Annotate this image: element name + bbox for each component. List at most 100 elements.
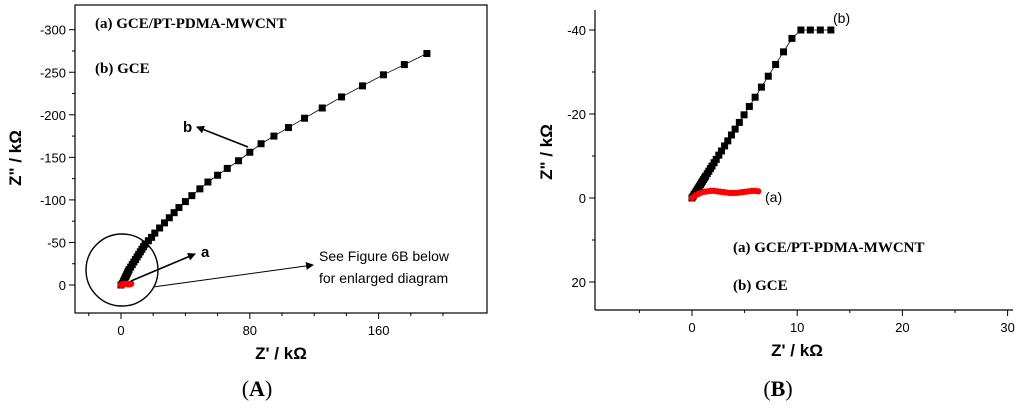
point-a-b-25 <box>165 214 173 222</box>
point-a-b-37 <box>270 132 278 140</box>
y-tick-label-a-4: -100 <box>40 193 66 208</box>
point-b-b-36 <box>806 26 814 34</box>
legend-line-b-1: (a) GCE/PT-PDMA-MWCNT <box>733 240 925 256</box>
point-a-b-45 <box>423 50 431 58</box>
point-b-b-26 <box>735 118 743 126</box>
annotation-b-a: b <box>183 119 192 136</box>
panel-label-b-close: ) <box>785 376 792 401</box>
x-tick-label-b-3: 30 <box>1000 320 1014 335</box>
point-a-b-41 <box>338 93 346 101</box>
point-b-a-21 <box>755 188 762 195</box>
arrow-b <box>196 125 249 148</box>
annotation-see-figure-1: See Figure 6B below <box>319 248 450 264</box>
series-group-b <box>688 26 835 202</box>
y-tick-label-a-5: -50 <box>47 235 66 250</box>
point-a-b-43 <box>379 71 387 79</box>
x-tick-label-b-1: 10 <box>790 320 804 335</box>
point-b-b-37 <box>816 26 824 34</box>
point-a-b-22 <box>151 229 159 237</box>
arrow-a <box>130 253 196 282</box>
legend-line-a-1: (a) GCE/PT-PDMA-MWCNT <box>95 16 287 32</box>
y-tick-label-b-1: -20 <box>567 107 586 122</box>
point-a-b-38 <box>284 124 292 132</box>
x-tick-label-a-0: 0 <box>117 323 124 338</box>
point-b-b-19 <box>712 155 720 163</box>
plot-frame-a <box>74 4 488 314</box>
point-b-b-35 <box>797 26 805 34</box>
point-a-b-34 <box>235 157 243 165</box>
panel-label-a: (A) <box>242 376 273 401</box>
y-tick-label-a-6: 0 <box>59 278 66 293</box>
panel-label-b: (B) <box>763 376 792 401</box>
point-a-b-32 <box>214 171 222 179</box>
point-b-b-38 <box>827 26 835 34</box>
axis-ticks-a: 0 80 160 -300 -250 -200 -150 -100 -50 0 <box>40 23 444 338</box>
x-tick-label-b-0: 0 <box>688 320 695 335</box>
y-tick-label-a-0: -300 <box>40 23 66 38</box>
legend-line-a-2: (b) GCE <box>95 61 150 77</box>
annotation-see-figure-2: for enlarged diagram <box>319 270 448 286</box>
chart-panel-a: 0 80 160 -300 -250 -200 -150 -100 -50 0 (a) GCE/P… <box>6 4 488 401</box>
point-b-b-32 <box>772 60 780 68</box>
point-a-b-21 <box>148 233 156 241</box>
point-a-a-13 <box>127 280 135 287</box>
point-b-b-21 <box>717 147 725 155</box>
y-axis-label-b: Z" / kΩ <box>537 124 556 180</box>
x-tick-label-a-1: 80 <box>243 323 257 338</box>
arrow-see-figure <box>152 261 314 288</box>
point-a-b-27 <box>175 204 183 212</box>
y-tick-label-b-0: -40 <box>567 23 586 38</box>
series-group-a <box>117 50 431 289</box>
point-a-b-39 <box>301 114 309 122</box>
point-b-b-20 <box>715 151 723 159</box>
point-b-b-34 <box>788 34 796 42</box>
point-b-b-23 <box>724 137 732 145</box>
point-a-b-31 <box>204 178 212 186</box>
point-b-b-25 <box>731 125 739 133</box>
x-tick-label-a-2: 160 <box>368 323 390 338</box>
point-a-b-29 <box>188 192 196 200</box>
point-b-b-28 <box>745 102 753 110</box>
x-tick-label-b-2: 20 <box>895 320 909 335</box>
panel-label-a-letter: A <box>249 376 265 401</box>
point-a-b-26 <box>170 209 178 217</box>
point-a-b-42 <box>359 82 366 90</box>
y-axis-label-a: Z" / kΩ <box>6 130 25 186</box>
point-a-b-23 <box>156 224 164 232</box>
annotation-a-b: (a) <box>765 189 782 205</box>
y-tick-label-a-1: -250 <box>40 65 66 80</box>
chart-panel-b: 0 10 20 30 -40 -20 0 20 (b) (a) (a) GCE/PT-PDMA… <box>537 10 1015 401</box>
point-b-b-30 <box>757 83 765 91</box>
point-a-b-30 <box>196 185 204 193</box>
point-a-b-28 <box>181 198 189 206</box>
series-line-b-b <box>691 29 831 199</box>
panel-label-a-open: ( <box>242 376 249 401</box>
y-tick-label-a-3: -150 <box>40 150 66 165</box>
point-b-b-33 <box>780 48 788 56</box>
annotation-a-a: a <box>201 244 210 261</box>
axis-ticks-b: 0 10 20 30 -40 -20 0 20 <box>567 23 1015 335</box>
y-tick-label-b-3: 20 <box>572 275 586 290</box>
legend-line-b-2: (b) GCE <box>733 278 788 294</box>
point-a-b-35 <box>246 148 254 156</box>
highlight-ellipse <box>85 233 159 307</box>
point-b-b-29 <box>751 93 759 101</box>
point-b-b-22 <box>721 142 729 150</box>
point-b-b-27 <box>740 111 748 119</box>
point-a-b-33 <box>223 164 231 172</box>
x-axis-label-b: Z' / kΩ <box>771 341 823 360</box>
panel-label-a-close: ) <box>265 376 272 401</box>
point-a-b-40 <box>318 104 326 112</box>
panel-label-b-letter: B <box>771 376 786 401</box>
panel-label-b-open: ( <box>763 376 770 401</box>
point-b-b-24 <box>727 131 735 139</box>
x-axis-label-a: Z' / kΩ <box>255 344 307 363</box>
annotation-b-b: (b) <box>833 10 850 26</box>
point-a-b-24 <box>160 219 168 227</box>
point-b-b-31 <box>764 72 772 80</box>
point-a-b-36 <box>257 140 265 148</box>
y-tick-label-b-2: 0 <box>579 191 586 206</box>
point-a-b-44 <box>400 61 408 69</box>
y-tick-label-a-2: -200 <box>40 108 66 123</box>
